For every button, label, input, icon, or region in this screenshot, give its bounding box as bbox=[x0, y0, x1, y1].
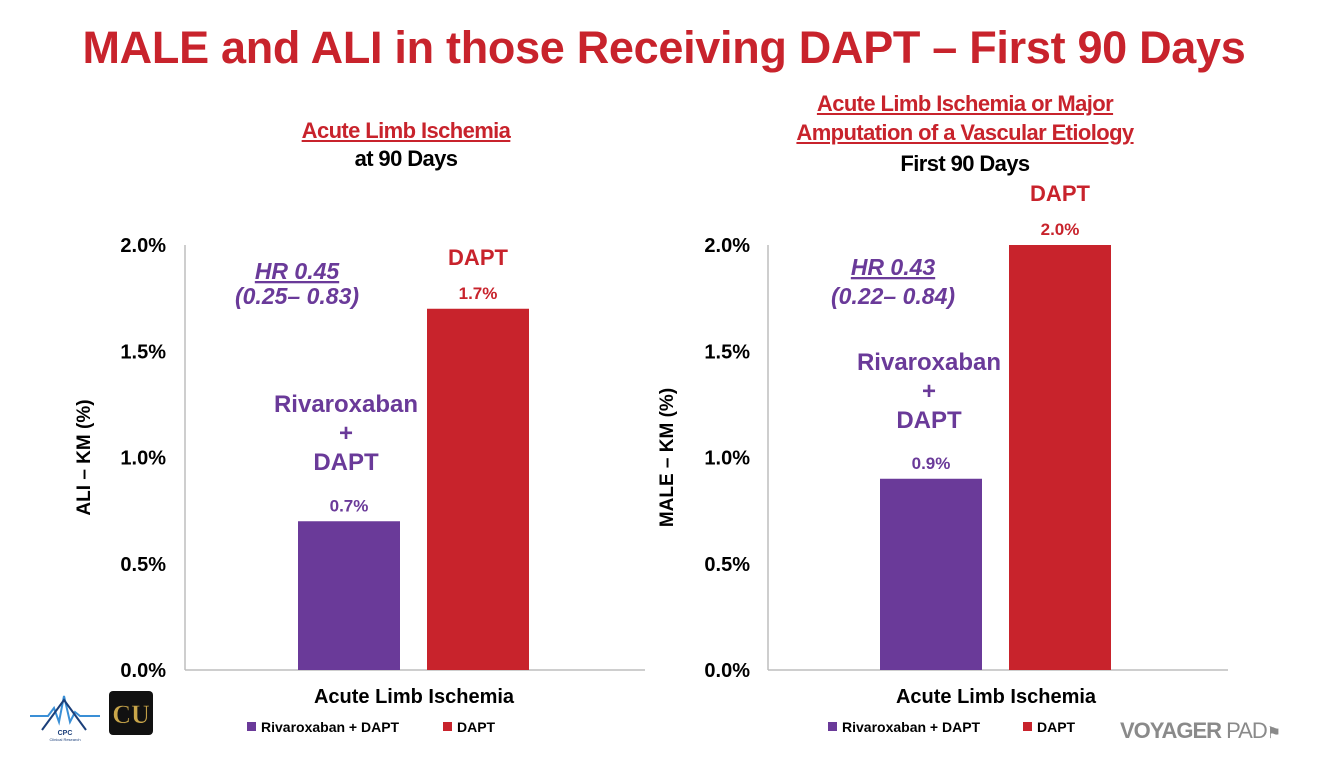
chart2-hazard-ratio-ci: (0.22– 0.84) bbox=[831, 283, 955, 309]
chart2-hazard-ratio: HR 0.43 bbox=[851, 254, 936, 280]
chart1-y-tick-label: 2.0% bbox=[120, 235, 166, 257]
chart2-legend-swatch-dapt bbox=[1023, 722, 1032, 731]
left-chart-subtitle: Acute Limb Ischemia bbox=[301, 118, 511, 143]
chart1-y-tick-label: 1.0% bbox=[120, 448, 166, 470]
chart2-bar-name-rivaroxaban-dapt: DAPT bbox=[896, 407, 962, 434]
cpc-logo-icon: CPC Clinical Research bbox=[30, 695, 100, 742]
chart1-bar-name-rivaroxaban-dapt: + bbox=[339, 420, 353, 447]
chart1-bar-name-rivaroxaban-dapt: DAPT bbox=[313, 449, 379, 476]
voyager-pad-logo: VOYAGER PAD⚑ bbox=[1120, 718, 1281, 744]
chart1-data-label-dapt: 1.7% bbox=[459, 284, 498, 303]
chart1-y-axis-label: ALI – KM (%) bbox=[74, 399, 95, 515]
voyager-flag-icon: ⚑ bbox=[1266, 725, 1281, 742]
pad-wordmark: PAD bbox=[1226, 718, 1268, 743]
chart1-legend-label-rivaroxaban-dapt: Rivaroxaban + DAPT bbox=[261, 719, 400, 735]
chart1-x-axis-label: Acute Limb Ischemia bbox=[314, 686, 515, 708]
chart2-bar-name-rivaroxaban-dapt: + bbox=[922, 378, 936, 405]
chart2-legend-label-dapt: DAPT bbox=[1037, 719, 1076, 735]
chart2-legend-label-rivaroxaban-dapt: Rivaroxaban + DAPT bbox=[842, 719, 981, 735]
chart2-y-tick-label: 0.5% bbox=[704, 554, 750, 576]
right-chart-subtitle-line2: Amputation of a Vascular Etiology bbox=[796, 120, 1134, 145]
chart1-legend-swatch-dapt bbox=[443, 722, 452, 731]
chart2-y-tick-label: 0.0% bbox=[704, 660, 750, 682]
chart2-data-label-rivaroxaban-dapt: 0.9% bbox=[912, 454, 951, 473]
chart1-legend-swatch-rivaroxaban-dapt bbox=[247, 722, 256, 731]
chart1-hazard-ratio: HR 0.45 bbox=[255, 258, 341, 284]
chart2-y-axis-label: MALE – KM (%) bbox=[657, 388, 678, 527]
chart1-bar-name-dapt: DAPT bbox=[448, 245, 508, 270]
chart1-bar-dapt bbox=[427, 308, 529, 670]
chart2-legend-swatch-rivaroxaban-dapt bbox=[828, 722, 837, 731]
right-chart-subtitle-line1: Acute Limb Ischemia or Major bbox=[816, 91, 1114, 116]
cu-logo-icon: CU bbox=[109, 691, 153, 735]
cpc-logo-subtext: Clinical Research bbox=[49, 737, 80, 742]
left-chart-timeframe: at 90 Days bbox=[354, 146, 458, 171]
chart2-y-tick-label: 2.0% bbox=[704, 235, 750, 257]
chart1-legend-label-dapt: DAPT bbox=[457, 719, 496, 735]
chart1-bar-rivaroxaban-dapt bbox=[298, 521, 400, 670]
cpc-logo-text: CPC bbox=[58, 730, 73, 737]
chart2-data-label-dapt: 2.0% bbox=[1041, 220, 1080, 239]
chart2-x-axis-label: Acute Limb Ischemia bbox=[896, 686, 1097, 708]
chart1-y-tick-label: 0.0% bbox=[120, 660, 166, 682]
voyager-wordmark: VOYAGER bbox=[1120, 718, 1222, 743]
right-chart-timeframe: First 90 Days bbox=[900, 151, 1030, 176]
chart2-y-tick-label: 1.0% bbox=[704, 448, 750, 470]
chart1-hazard-ratio-ci: (0.25– 0.83) bbox=[235, 283, 359, 309]
slide-title: MALE and ALI in those Receiving DAPT – F… bbox=[82, 22, 1246, 73]
chart2-y-tick-label: 1.5% bbox=[704, 341, 750, 363]
cu-logo-text: CU bbox=[112, 700, 150, 729]
chart1-y-tick-label: 1.5% bbox=[120, 341, 166, 363]
chart2-bar-name-dapt: DAPT bbox=[1030, 181, 1090, 206]
chart2-bar-name-rivaroxaban-dapt: Rivaroxaban bbox=[857, 349, 1001, 376]
chart1-y-tick-label: 0.5% bbox=[120, 554, 166, 576]
chart2-bar-dapt bbox=[1009, 245, 1111, 670]
chart2-bar-rivaroxaban-dapt bbox=[880, 478, 982, 670]
chart1-data-label-rivaroxaban-dapt: 0.7% bbox=[330, 496, 369, 515]
chart1-bar-name-rivaroxaban-dapt: Rivaroxaban bbox=[274, 391, 418, 418]
